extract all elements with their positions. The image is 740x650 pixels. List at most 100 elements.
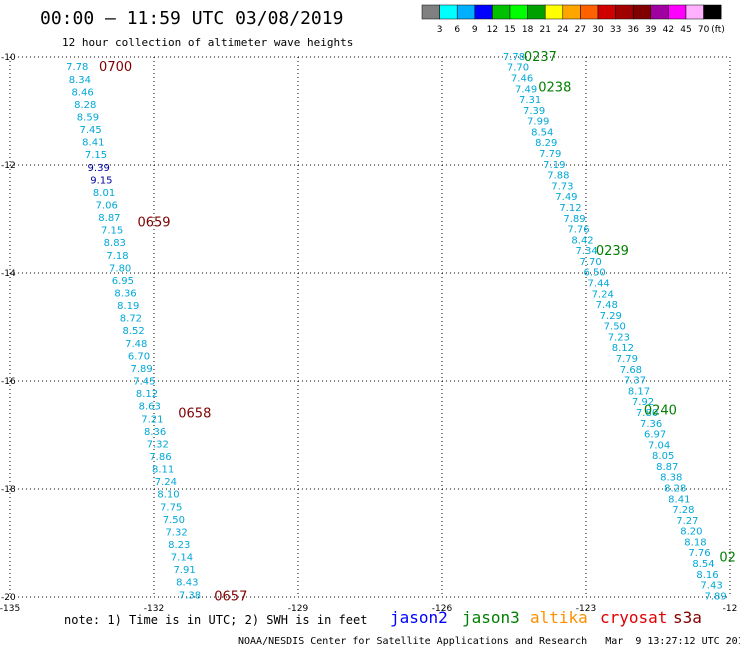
colorbar-tick-label: 39 — [645, 25, 657, 35]
track1-wave-height-label: 7.45 — [79, 125, 101, 136]
track2-wave-height-label: 8.20 — [680, 527, 702, 538]
satellite-label-cryosat: cryosat — [600, 608, 668, 627]
track2-wave-height-label: 7.27 — [676, 516, 698, 527]
satellite-label-jason2: jason2 — [390, 608, 448, 627]
track1-wave-height-label: 8.41 — [82, 138, 104, 149]
track1-wave-height-label: 8.01 — [93, 188, 115, 199]
track2-wave-height-label: 7.76 — [567, 225, 589, 236]
track2-wave-height-label: 8.18 — [684, 537, 706, 548]
track2-wave-height-label: 7.79 — [616, 354, 638, 365]
track1-wave-height-label: 7.32 — [165, 527, 187, 538]
track1-time-label: 0659 — [137, 216, 170, 231]
track2-wave-height-label: 8.16 — [696, 570, 718, 581]
track1-wave-height-label: 8.28 — [74, 100, 96, 111]
track2-wave-height-label: 7.89 — [563, 214, 585, 225]
lon-tick-label: -126 — [432, 604, 453, 614]
track2-wave-height-label: 7.36 — [640, 419, 662, 430]
track1-wave-height-label: 8.12 — [136, 389, 158, 400]
track2-wave-height-label: 8.38 — [660, 473, 682, 484]
track1-wave-height-label: 7.50 — [163, 515, 185, 526]
track2-wave-height-label: 8.54 — [692, 559, 714, 570]
colorbar-tick-label: 24 — [557, 25, 569, 35]
colorbar-tick-label: 36 — [627, 25, 639, 35]
track1-wave-height-label: 7.21 — [141, 414, 163, 425]
track2-wave-height-label: 7.49 — [555, 192, 577, 203]
colorbar-swatch — [703, 4, 722, 20]
track1-wave-height-label: 6.95 — [112, 276, 134, 287]
track2-wave-height-label: 6.97 — [644, 430, 666, 441]
track1-wave-height-label: 8.23 — [168, 540, 190, 551]
colorbar-tick-label: 21 — [539, 25, 550, 35]
track1-wave-height-label: 8.36 — [114, 289, 136, 300]
colorbar-tick-label: 45 — [680, 25, 691, 35]
satellite-label-jason3: jason3 — [462, 608, 520, 627]
track2-wave-height-label: 7.31 — [519, 95, 541, 106]
lat-tick-label: -18 — [1, 485, 16, 495]
track2-wave-height-label: 7.80 — [636, 408, 658, 419]
track1-wave-height-label: 8.63 — [139, 402, 161, 413]
track2-time-label: 0239 — [596, 244, 629, 259]
track1-wave-height-label: 8.10 — [157, 490, 179, 501]
track2-wave-height-label: 7.12 — [559, 203, 581, 214]
lon-tick-label: -12 — [723, 604, 738, 614]
lat-tick-label: -10 — [1, 53, 16, 63]
track2-wave-height-label: 7.44 — [588, 278, 610, 289]
lon-tick-label: -123 — [576, 604, 596, 614]
track2-wave-height-label: 7.46 — [511, 73, 533, 84]
track1-wave-height-label: 7.89 — [131, 364, 153, 375]
colorbar-tick-label: 70 — [698, 25, 710, 35]
track2-time-label: 0240 — [644, 404, 677, 419]
track1-wave-height-label: 8.11 — [152, 465, 174, 476]
track2-wave-height-label: 7.89 — [704, 591, 726, 602]
track2-wave-height-label: 7.70 — [507, 63, 529, 74]
track2-wave-height-label: 7.04 — [648, 440, 670, 451]
lat-tick-label: -16 — [1, 377, 16, 387]
track1-wave-height-label: 8.52 — [122, 326, 144, 337]
track2-wave-height-label: 7.28 — [672, 505, 694, 516]
map-subtitle: 12 hour collection of altimeter wave hei… — [62, 36, 354, 49]
track2-wave-height-label: 8.12 — [612, 343, 634, 354]
lat-tick-label: -14 — [1, 269, 16, 279]
track2-wave-height-label: 7.73 — [551, 181, 573, 192]
colorbar-tick-label: 18 — [522, 25, 534, 35]
track2-wave-height-label: 8.54 — [531, 127, 553, 138]
track2-wave-height-label: 8.87 — [656, 462, 678, 473]
lat-tick-label: -12 — [1, 161, 16, 171]
map-title: 00:00 – 11:59 UTC 03/08/2019 — [40, 8, 344, 29]
track1-wave-height-label: 8.19 — [117, 301, 139, 312]
track1-wave-height-label: 7.78 — [66, 62, 88, 73]
track2-wave-height-label: 7.19 — [543, 160, 565, 171]
track2-wave-height-label: 7.92 — [632, 397, 654, 408]
track2-wave-height-label: 7.79 — [539, 149, 561, 160]
track2-wave-height-label: 7.76 — [688, 548, 710, 559]
track1-time-label: 0657 — [214, 589, 247, 604]
track2-wave-height-label: 7.50 — [604, 322, 626, 333]
track1-wave-height-label: 7.48 — [125, 339, 147, 350]
track1-wave-height-label: 8.72 — [120, 314, 142, 325]
lon-tick-label: -135 — [0, 604, 20, 614]
track2-wave-height-label: 7.70 — [579, 257, 601, 268]
colorbar-tick-label: 9 — [472, 25, 478, 35]
lon-tick-label: -132 — [144, 604, 164, 614]
track2-wave-height-label: 8.05 — [652, 451, 674, 462]
track1-wave-height-label: 7.06 — [96, 200, 118, 211]
track1-wave-height-label: 9.39 — [88, 163, 110, 174]
track2-wave-height-label: 7.99 — [527, 117, 549, 128]
track2-wave-height-label: 7.29 — [600, 311, 622, 322]
track2-wave-height-label: 7.23 — [608, 332, 630, 343]
track1-wave-height-label: 7.18 — [106, 251, 128, 262]
colorbar-tick-label: 3 — [437, 25, 443, 35]
colorbar-tick-label: 15 — [504, 25, 515, 35]
track2-wave-height-label: 7.37 — [624, 376, 646, 387]
track1-wave-height-label: 9.15 — [90, 175, 112, 186]
track2-wave-height-label: 8.41 — [668, 494, 690, 505]
track2-wave-height-label: 8.29 — [535, 138, 557, 149]
colorbar-unit: (ft) — [711, 25, 725, 35]
colorbar-legend: 3 6 9 12 15 18 21 24 27 30 33 36 39 42 45 70 (ft) — [421, 4, 725, 35]
track1-wave-height-label: 8.83 — [104, 238, 126, 249]
track2-wave-height-label: 7.39 — [523, 106, 545, 117]
colorbar-tick-label: 33 — [610, 25, 621, 35]
track1-time-label: 0700 — [99, 60, 132, 75]
track2-wave-height-label: 7.88 — [547, 171, 569, 182]
